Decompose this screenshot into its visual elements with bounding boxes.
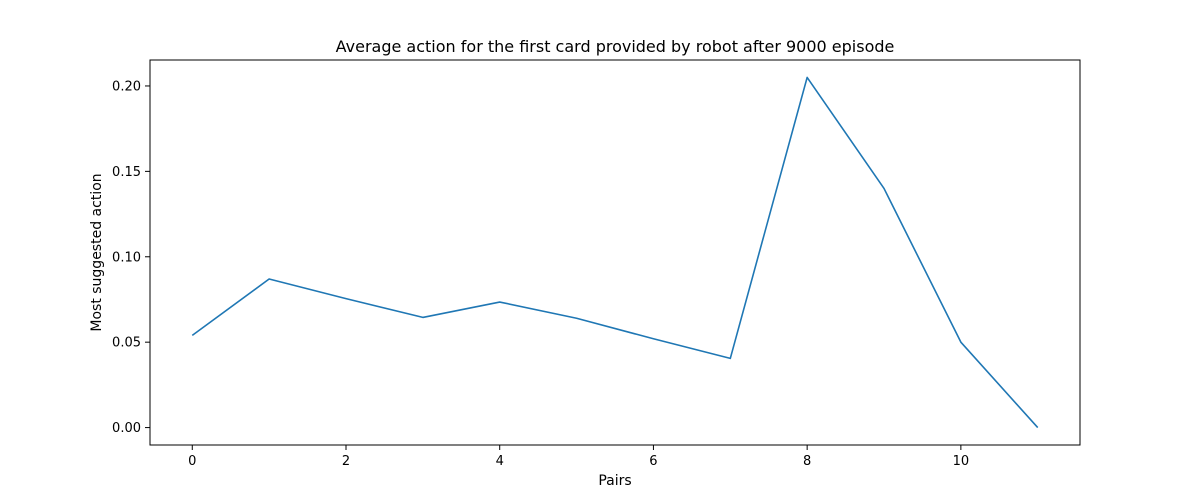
series-line (191, 76, 1039, 429)
y-tick-label: 0.20 (112, 79, 141, 94)
plot-area (191, 76, 1039, 429)
x-tick-label: 0 (188, 454, 196, 469)
y-axis-label: Most suggested action (89, 173, 105, 331)
y-tick-label: 0.05 (112, 336, 141, 351)
x-tick-label: 4 (496, 454, 504, 469)
x-tick-label: 6 (649, 454, 657, 469)
y-tick-label: 0.15 (112, 165, 141, 180)
y-tick-label: 0.00 (112, 421, 141, 436)
plot-frame (149, 59, 1081, 446)
chart-title: Average action for the first card provid… (336, 37, 895, 56)
y-tick-label: 0.10 (112, 250, 141, 265)
x-tick-label: 2 (342, 454, 350, 469)
x-tick-label: 10 (953, 454, 970, 469)
x-axis: 0 2 4 6 8 10 (188, 445, 969, 469)
x-axis-label: Pairs (598, 473, 631, 489)
x-tick-label: 8 (803, 454, 811, 469)
y-axis: 0.00 0.05 0.10 0.15 0.20 (112, 79, 150, 436)
